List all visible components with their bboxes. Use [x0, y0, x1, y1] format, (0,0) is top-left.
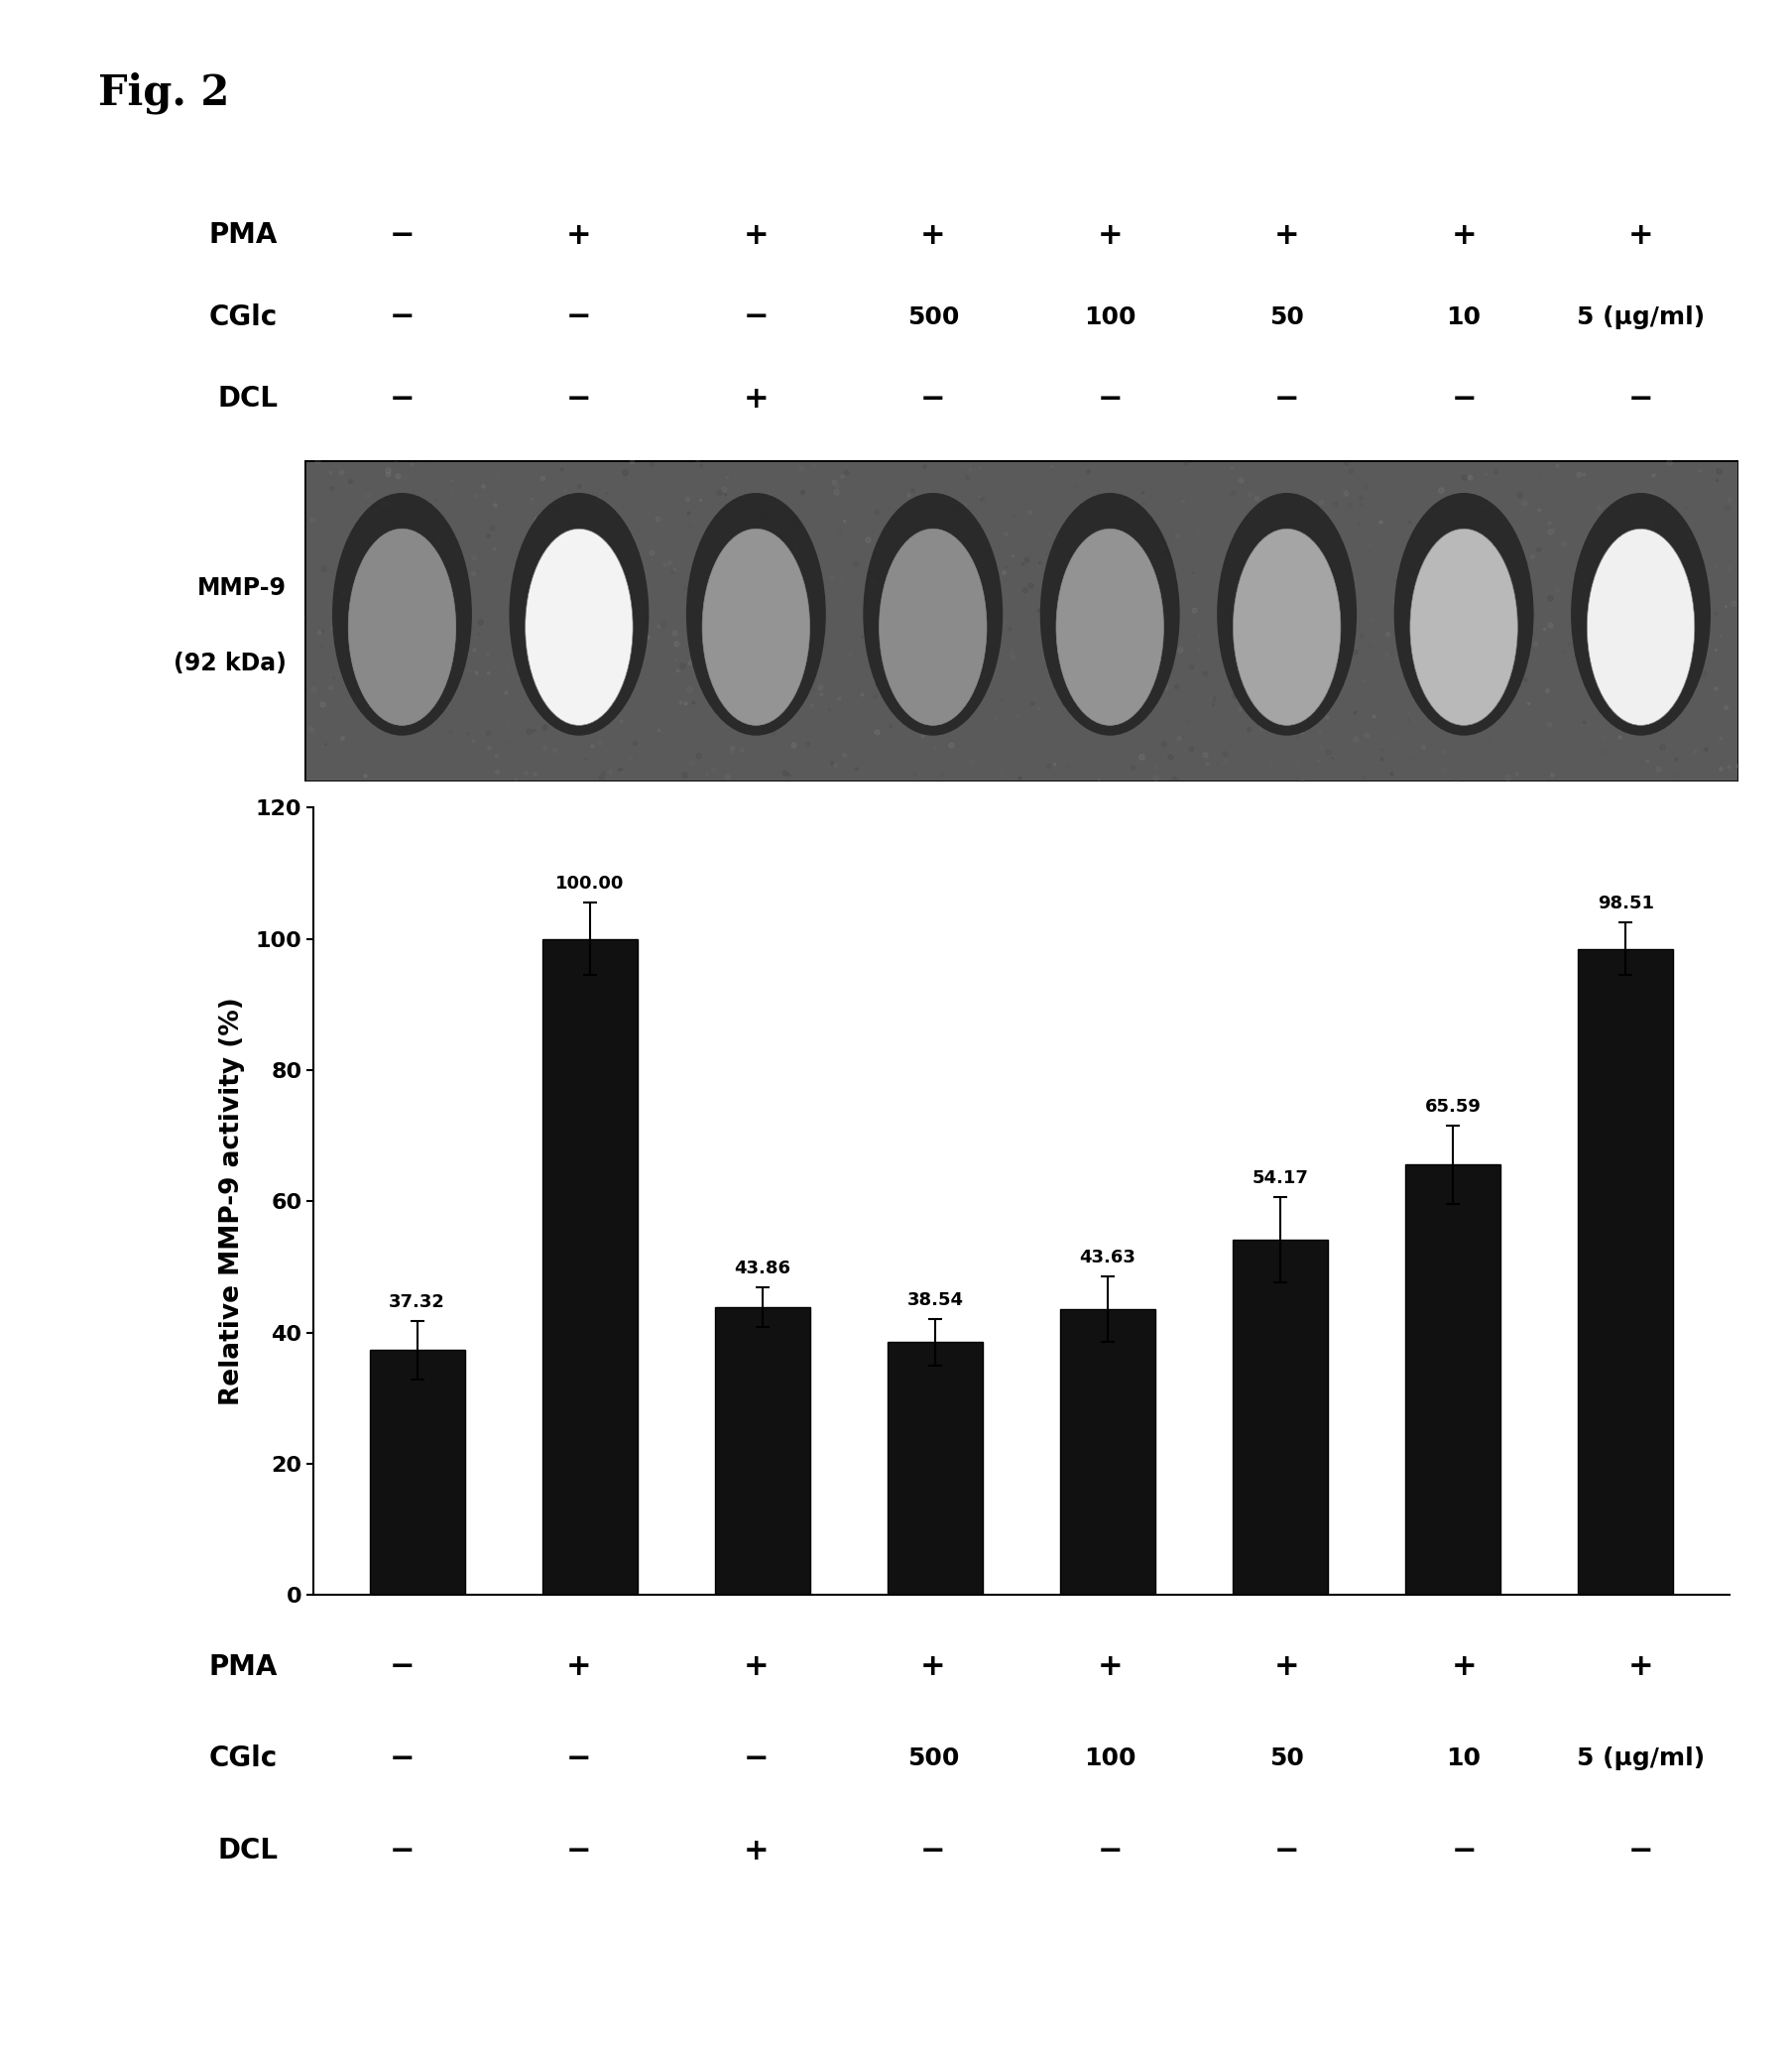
- Text: 100: 100: [1084, 305, 1136, 329]
- Bar: [887, 1342, 982, 1595]
- Text: 38.54: 38.54: [907, 1292, 964, 1309]
- Text: 100: 100: [1084, 1746, 1136, 1771]
- Text: PMA: PMA: [210, 1652, 278, 1681]
- Text: +: +: [1097, 1652, 1122, 1681]
- Text: +: +: [566, 221, 591, 249]
- Y-axis label: Relative MMP-9 activity (%): Relative MMP-9 activity (%): [219, 998, 244, 1405]
- Ellipse shape: [1217, 493, 1357, 736]
- Text: 500: 500: [907, 305, 959, 329]
- Text: +: +: [921, 221, 946, 249]
- Bar: [1233, 1239, 1328, 1595]
- Text: −: −: [921, 384, 946, 413]
- Bar: [715, 1307, 810, 1595]
- Text: 5 (μg/ml): 5 (μg/ml): [1577, 1746, 1704, 1771]
- Text: +: +: [744, 1652, 769, 1681]
- Text: +: +: [1452, 1652, 1477, 1681]
- Bar: [369, 1350, 464, 1595]
- Text: MMP-9: MMP-9: [197, 577, 287, 601]
- Text: 10: 10: [1446, 305, 1482, 329]
- Text: +: +: [1629, 1652, 1654, 1681]
- Ellipse shape: [332, 493, 471, 736]
- Text: 65.59: 65.59: [1425, 1098, 1482, 1117]
- Text: +: +: [921, 1652, 946, 1681]
- Ellipse shape: [1572, 493, 1711, 736]
- Text: −: −: [921, 1836, 946, 1865]
- Ellipse shape: [1588, 530, 1695, 726]
- Text: 50: 50: [1269, 1746, 1305, 1771]
- Text: −: −: [744, 303, 769, 331]
- Text: +: +: [1274, 221, 1299, 249]
- Text: +: +: [1274, 1652, 1299, 1681]
- Ellipse shape: [348, 530, 455, 726]
- Text: +: +: [1629, 221, 1654, 249]
- Bar: [1579, 949, 1674, 1595]
- Text: +: +: [744, 384, 769, 413]
- Text: CGlc: CGlc: [210, 303, 278, 331]
- Text: −: −: [1274, 1836, 1299, 1865]
- Text: −: −: [1452, 384, 1477, 413]
- Text: −: −: [389, 221, 414, 249]
- Text: CGlc: CGlc: [210, 1744, 278, 1773]
- Text: 54.17: 54.17: [1253, 1170, 1308, 1188]
- Text: 43.86: 43.86: [735, 1260, 790, 1278]
- Text: −: −: [566, 384, 591, 413]
- Ellipse shape: [1233, 530, 1340, 726]
- Text: 43.63: 43.63: [1079, 1247, 1136, 1266]
- Bar: [1405, 1166, 1500, 1595]
- Text: −: −: [389, 1836, 414, 1865]
- Text: 100.00: 100.00: [556, 875, 624, 894]
- Text: +: +: [1452, 221, 1477, 249]
- Text: (92 kDa): (92 kDa): [174, 650, 287, 675]
- Ellipse shape: [702, 530, 810, 726]
- Text: 50: 50: [1269, 305, 1305, 329]
- Text: DCL: DCL: [217, 384, 278, 413]
- Text: −: −: [1629, 384, 1654, 413]
- Text: −: −: [566, 1744, 591, 1773]
- Text: −: −: [389, 303, 414, 331]
- Ellipse shape: [864, 493, 1004, 736]
- Text: PMA: PMA: [210, 221, 278, 249]
- Text: −: −: [389, 1652, 414, 1681]
- Text: DCL: DCL: [217, 1836, 278, 1865]
- Text: −: −: [1097, 384, 1122, 413]
- Text: 500: 500: [907, 1746, 959, 1771]
- Ellipse shape: [880, 530, 987, 726]
- Bar: [1061, 1309, 1156, 1595]
- Ellipse shape: [525, 530, 633, 726]
- Text: +: +: [744, 221, 769, 249]
- Ellipse shape: [509, 493, 649, 736]
- Text: 10: 10: [1446, 1746, 1482, 1771]
- Text: −: −: [566, 303, 591, 331]
- Text: +: +: [1097, 221, 1122, 249]
- Text: −: −: [1452, 1836, 1477, 1865]
- Text: Fig. 2: Fig. 2: [99, 72, 229, 115]
- Bar: [543, 939, 638, 1595]
- Text: +: +: [566, 1652, 591, 1681]
- Ellipse shape: [1039, 493, 1179, 736]
- Text: 37.32: 37.32: [389, 1292, 446, 1311]
- Text: +: +: [744, 1836, 769, 1865]
- Text: 5 (μg/ml): 5 (μg/ml): [1577, 305, 1704, 329]
- Text: 98.51: 98.51: [1597, 896, 1654, 912]
- Text: −: −: [1274, 384, 1299, 413]
- Text: −: −: [744, 1744, 769, 1773]
- Ellipse shape: [686, 493, 826, 736]
- Text: −: −: [389, 1744, 414, 1773]
- Ellipse shape: [1410, 530, 1518, 726]
- Text: −: −: [1097, 1836, 1122, 1865]
- Ellipse shape: [1394, 493, 1534, 736]
- Text: −: −: [1629, 1836, 1654, 1865]
- Text: −: −: [566, 1836, 591, 1865]
- Ellipse shape: [1055, 530, 1163, 726]
- Text: −: −: [389, 384, 414, 413]
